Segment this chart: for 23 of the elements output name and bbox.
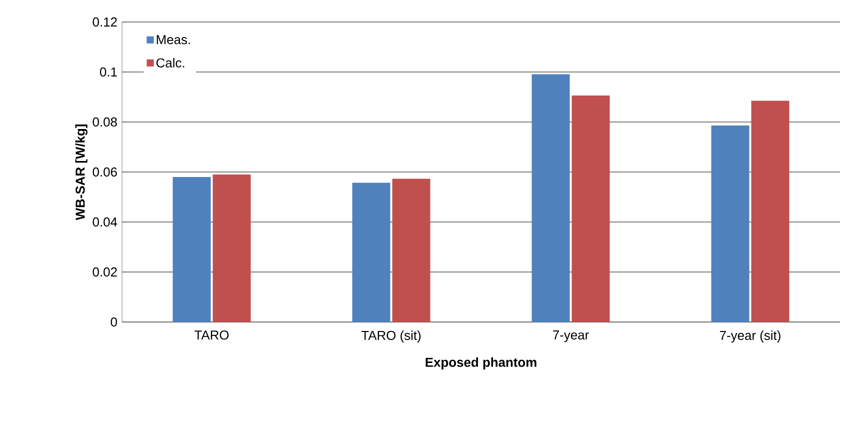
x-tick-label: TARO (sit) [361,330,421,343]
y-tick-label: 0.1 [100,67,117,77]
bar [711,125,750,322]
y-tick-label: 0.08 [92,117,117,127]
legend-label: Calc. [156,58,184,68]
x-axis-title: Exposed phantom [426,357,536,370]
bar [532,74,570,322]
y-tick-label: 0.04 [92,217,118,227]
y-axis-title: WB-SAR [W/kg] [75,124,88,220]
legend-label: Meas. [156,35,190,44]
bar [352,182,390,322]
y-tick-label: 0 [110,317,117,327]
y-tick-label: 0.06 [92,167,117,177]
x-tick-label: 7-year (sit) [720,330,780,343]
bar [212,174,251,322]
bar [572,95,610,322]
y-tick-label: 0.02 [92,267,117,277]
y-tick-label: 0.12 [92,17,117,27]
bar [392,178,430,322]
x-tick-label: TARO [194,330,229,340]
bar [172,176,211,322]
x-tick-label: 7-year [553,330,589,342]
bar [751,100,790,322]
